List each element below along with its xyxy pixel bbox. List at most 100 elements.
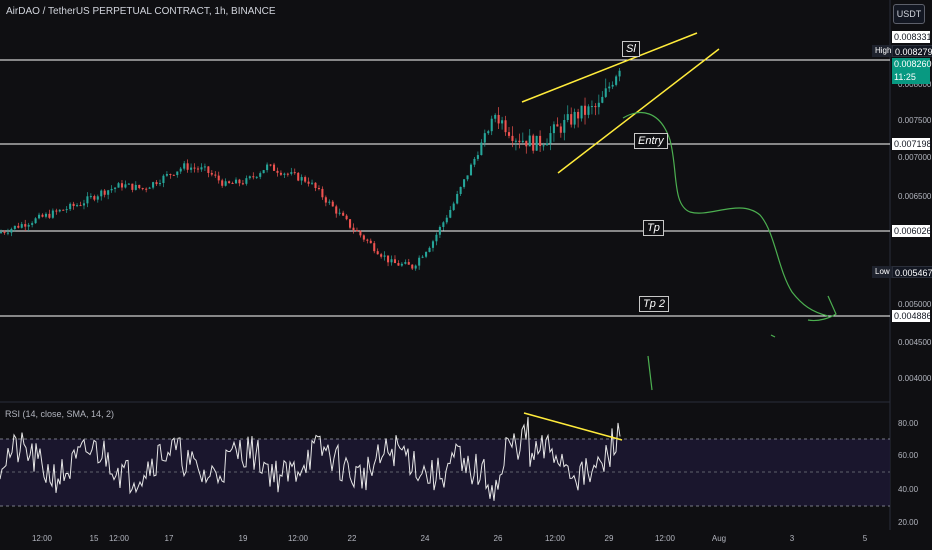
candle-body: [31, 223, 34, 225]
wedge-lower-trendline[interactable]: [557, 48, 720, 174]
candle-body: [100, 190, 103, 197]
candle-body: [86, 196, 89, 204]
time-axis-label: 29: [604, 534, 614, 543]
candle-body: [601, 96, 604, 103]
candle-body: [217, 175, 220, 181]
candle-body: [321, 188, 324, 198]
candle-body: [594, 106, 597, 108]
time-axis-label: 12:00: [544, 534, 566, 543]
candle-body: [494, 114, 497, 119]
time-axis-label: 12:00: [31, 534, 53, 543]
candle-body: [255, 176, 258, 178]
candle-body: [376, 251, 379, 255]
candle-body: [463, 179, 466, 187]
candle-body: [504, 120, 507, 133]
candle-body: [120, 183, 124, 188]
candle-body: [82, 203, 86, 206]
current-price-tag: 0.008260 11:25: [892, 58, 932, 84]
candle-body: [362, 235, 365, 240]
candle-body: [62, 209, 65, 211]
current-price-value: 0.008260: [894, 59, 932, 69]
candle-body: [48, 213, 51, 218]
candle-body: [580, 105, 583, 119]
candle-body: [311, 182, 314, 184]
wedge-upper-trendline[interactable]: [521, 32, 698, 103]
rsi-axis-label: 60.00: [898, 451, 919, 460]
time-axis-label: 3: [789, 534, 795, 543]
projection-dot-mark: [770, 334, 776, 338]
candle-body: [110, 188, 113, 191]
candle-body: [328, 201, 331, 203]
candle-body: [397, 263, 400, 266]
candle-body: [387, 255, 390, 263]
candle-body: [145, 188, 148, 190]
candle-body: [552, 124, 555, 134]
candle-body: [196, 168, 200, 170]
price-axis-label: 0.007000: [898, 153, 932, 162]
candle-body: [521, 140, 524, 143]
candle-body: [127, 183, 130, 185]
candle-body: [76, 205, 79, 207]
candle-body: [352, 227, 355, 231]
candle-body: [577, 111, 580, 119]
candle-body: [286, 173, 289, 175]
candle-body: [476, 155, 479, 159]
candle-body: [525, 140, 528, 147]
candle-body: [183, 163, 186, 169]
entry-annotation[interactable]: Entry: [634, 133, 668, 149]
rsi-indicator-label[interactable]: RSI (14, close, SMA, 14, 2): [5, 409, 115, 419]
candle-body: [138, 184, 141, 189]
candle-body: [93, 196, 96, 200]
candle-body: [13, 225, 16, 229]
candle-body: [459, 186, 462, 194]
candle-body: [117, 183, 120, 188]
currency-button[interactable]: USDT: [893, 4, 925, 24]
candle-body: [193, 167, 196, 169]
candle-body: [435, 234, 438, 242]
candle-body: [172, 174, 175, 176]
candle-body: [338, 212, 341, 214]
tp-annotation[interactable]: Tp: [643, 220, 664, 236]
rsi-line: [0, 416, 621, 501]
candle-body: [393, 259, 397, 264]
candle-body: [221, 180, 224, 186]
time-axis-label: 12:00: [108, 534, 130, 543]
candle-body: [342, 212, 345, 216]
candle-body: [466, 175, 469, 180]
candle-body: [148, 187, 151, 189]
projection-path: [622, 111, 829, 317]
candle-body: [421, 256, 424, 258]
price-axis-label: 0.008000: [898, 80, 932, 89]
price-axis-label: 0.004000: [898, 374, 932, 383]
candle-body: [169, 174, 172, 176]
candle-body: [20, 224, 23, 228]
candle-body: [373, 243, 376, 252]
candle-body: [290, 172, 293, 174]
candle-body: [608, 86, 611, 89]
price-axis-label: 0.007500: [898, 116, 932, 125]
candle-body: [438, 226, 441, 235]
time-axis-label: 17: [164, 534, 174, 543]
price-axis-label: 0.004500: [898, 338, 932, 347]
high-label: High: [872, 45, 895, 57]
tp2-price-tag: 0.004886: [892, 310, 932, 322]
candle-body: [335, 206, 338, 214]
candle-body: [400, 263, 403, 266]
candle-body: [210, 172, 213, 175]
candle-body: [532, 135, 535, 151]
candle-body: [293, 172, 296, 174]
candle-body: [411, 264, 414, 269]
candle-body: [590, 106, 593, 108]
candle-body: [203, 166, 206, 168]
candle-body: [304, 177, 307, 182]
symbol-title: AirDAO / TetherUS PERPETUAL CONTRACT, 1h…: [6, 6, 276, 17]
candle-body: [297, 172, 300, 181]
candle-body: [228, 181, 231, 183]
candle-body: [331, 201, 334, 207]
sl-annotation[interactable]: Sl: [622, 41, 640, 57]
candle-body: [570, 114, 573, 125]
tp2-annotation[interactable]: Tp 2: [639, 296, 670, 312]
candle-body: [359, 231, 362, 236]
rsi-divergence-trendline[interactable]: [523, 412, 623, 441]
